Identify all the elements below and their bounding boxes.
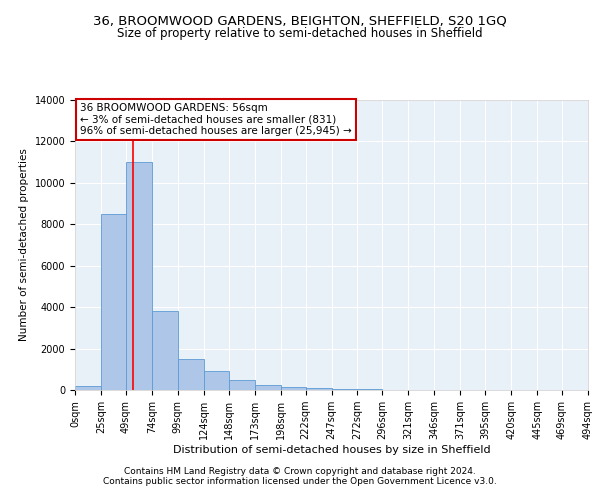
Y-axis label: Number of semi-detached properties: Number of semi-detached properties: [19, 148, 29, 342]
Bar: [152, 312, 178, 390]
Bar: [101, 214, 126, 390]
Bar: [229, 380, 254, 390]
X-axis label: Distribution of semi-detached houses by size in Sheffield: Distribution of semi-detached houses by …: [173, 445, 490, 455]
Bar: [331, 389, 358, 390]
Bar: [305, 388, 331, 390]
Bar: [281, 387, 305, 390]
Text: 36 BROOMWOOD GARDENS: 56sqm
← 3% of semi-detached houses are smaller (831)
96% o: 36 BROOMWOOD GARDENS: 56sqm ← 3% of semi…: [80, 103, 352, 136]
Bar: [75, 386, 101, 390]
Text: Contains public sector information licensed under the Open Government Licence v3: Contains public sector information licen…: [103, 477, 497, 486]
Bar: [204, 372, 229, 390]
Bar: [126, 162, 152, 390]
Text: Contains HM Land Registry data © Crown copyright and database right 2024.: Contains HM Land Registry data © Crown c…: [124, 467, 476, 476]
Text: 36, BROOMWOOD GARDENS, BEIGHTON, SHEFFIELD, S20 1GQ: 36, BROOMWOOD GARDENS, BEIGHTON, SHEFFIE…: [93, 15, 507, 28]
Text: Size of property relative to semi-detached houses in Sheffield: Size of property relative to semi-detach…: [117, 28, 483, 40]
Bar: [254, 386, 281, 390]
Bar: [178, 359, 204, 390]
